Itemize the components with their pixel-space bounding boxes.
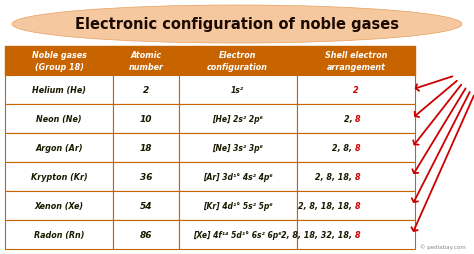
Bar: [297, 47, 415, 76]
Text: 2, 8,: 2, 8,: [332, 144, 355, 152]
Bar: [113, 162, 179, 191]
Text: [Kr] 4d¹° 5s² 5p⁶: [Kr] 4d¹° 5s² 5p⁶: [203, 201, 273, 210]
Text: Helium (He): Helium (He): [32, 86, 86, 95]
Bar: [297, 133, 415, 162]
Text: Electronic configuration of noble gases: Electronic configuration of noble gases: [75, 18, 399, 32]
Bar: [179, 47, 297, 76]
Text: Shell electron
arrangement: Shell electron arrangement: [325, 51, 387, 71]
Text: Atomic
number: Atomic number: [128, 51, 164, 71]
Text: 8: 8: [355, 115, 361, 123]
Bar: [5, 162, 113, 191]
Bar: [297, 162, 415, 191]
Bar: [5, 47, 113, 76]
Bar: [297, 220, 415, 249]
Text: Krypton (Kr): Krypton (Kr): [31, 172, 87, 181]
Text: 8: 8: [355, 230, 361, 239]
Bar: [297, 191, 415, 220]
Text: 18: 18: [140, 144, 152, 152]
Bar: [5, 105, 113, 133]
Text: 2,: 2,: [344, 115, 355, 123]
Text: © pediabay.com: © pediabay.com: [420, 243, 466, 249]
Bar: [179, 162, 297, 191]
Bar: [179, 105, 297, 133]
Text: [Xe] 4f¹⁴ 5d¹° 6s² 6p⁶: [Xe] 4f¹⁴ 5d¹° 6s² 6p⁶: [193, 230, 282, 239]
Text: 8: 8: [355, 201, 361, 210]
Bar: [5, 220, 113, 249]
Bar: [5, 191, 113, 220]
Bar: [297, 105, 415, 133]
Text: 8: 8: [355, 172, 361, 181]
Text: [Ne] 3s² 3p⁶: [Ne] 3s² 3p⁶: [212, 144, 263, 152]
Bar: [113, 133, 179, 162]
Text: [Ar] 3d¹° 4s² 4p⁶: [Ar] 3d¹° 4s² 4p⁶: [203, 172, 273, 181]
Bar: [179, 191, 297, 220]
Text: 36: 36: [140, 172, 152, 181]
Bar: [5, 76, 113, 105]
Text: Neon (Ne): Neon (Ne): [36, 115, 82, 123]
Bar: [113, 47, 179, 76]
Text: Argon (Ar): Argon (Ar): [36, 144, 83, 152]
Bar: [297, 76, 415, 105]
Text: 54: 54: [140, 201, 152, 210]
Text: 8: 8: [355, 144, 361, 152]
Bar: [179, 76, 297, 105]
Text: 86: 86: [140, 230, 152, 239]
Text: Noble gases
(Group 18): Noble gases (Group 18): [32, 51, 87, 71]
Bar: [113, 76, 179, 105]
Bar: [179, 220, 297, 249]
Bar: [113, 220, 179, 249]
Text: 2, 8, 18, 18,: 2, 8, 18, 18,: [298, 201, 355, 210]
Text: Radon (Rn): Radon (Rn): [34, 230, 84, 239]
Text: 10: 10: [140, 115, 152, 123]
Text: 2, 8, 18,: 2, 8, 18,: [315, 172, 355, 181]
Bar: [5, 133, 113, 162]
Bar: [113, 191, 179, 220]
Text: Electron
configuration: Electron configuration: [207, 51, 268, 71]
Text: 2: 2: [353, 86, 359, 95]
Bar: [113, 105, 179, 133]
Text: 2, 8, 18, 32, 18,: 2, 8, 18, 32, 18,: [281, 230, 355, 239]
Bar: [179, 133, 297, 162]
Ellipse shape: [12, 6, 462, 44]
Text: [He] 2s² 2p⁶: [He] 2s² 2p⁶: [212, 115, 263, 123]
Text: 1s²: 1s²: [231, 86, 244, 95]
Text: 2: 2: [143, 86, 149, 95]
Text: Xenon (Xe): Xenon (Xe): [35, 201, 83, 210]
